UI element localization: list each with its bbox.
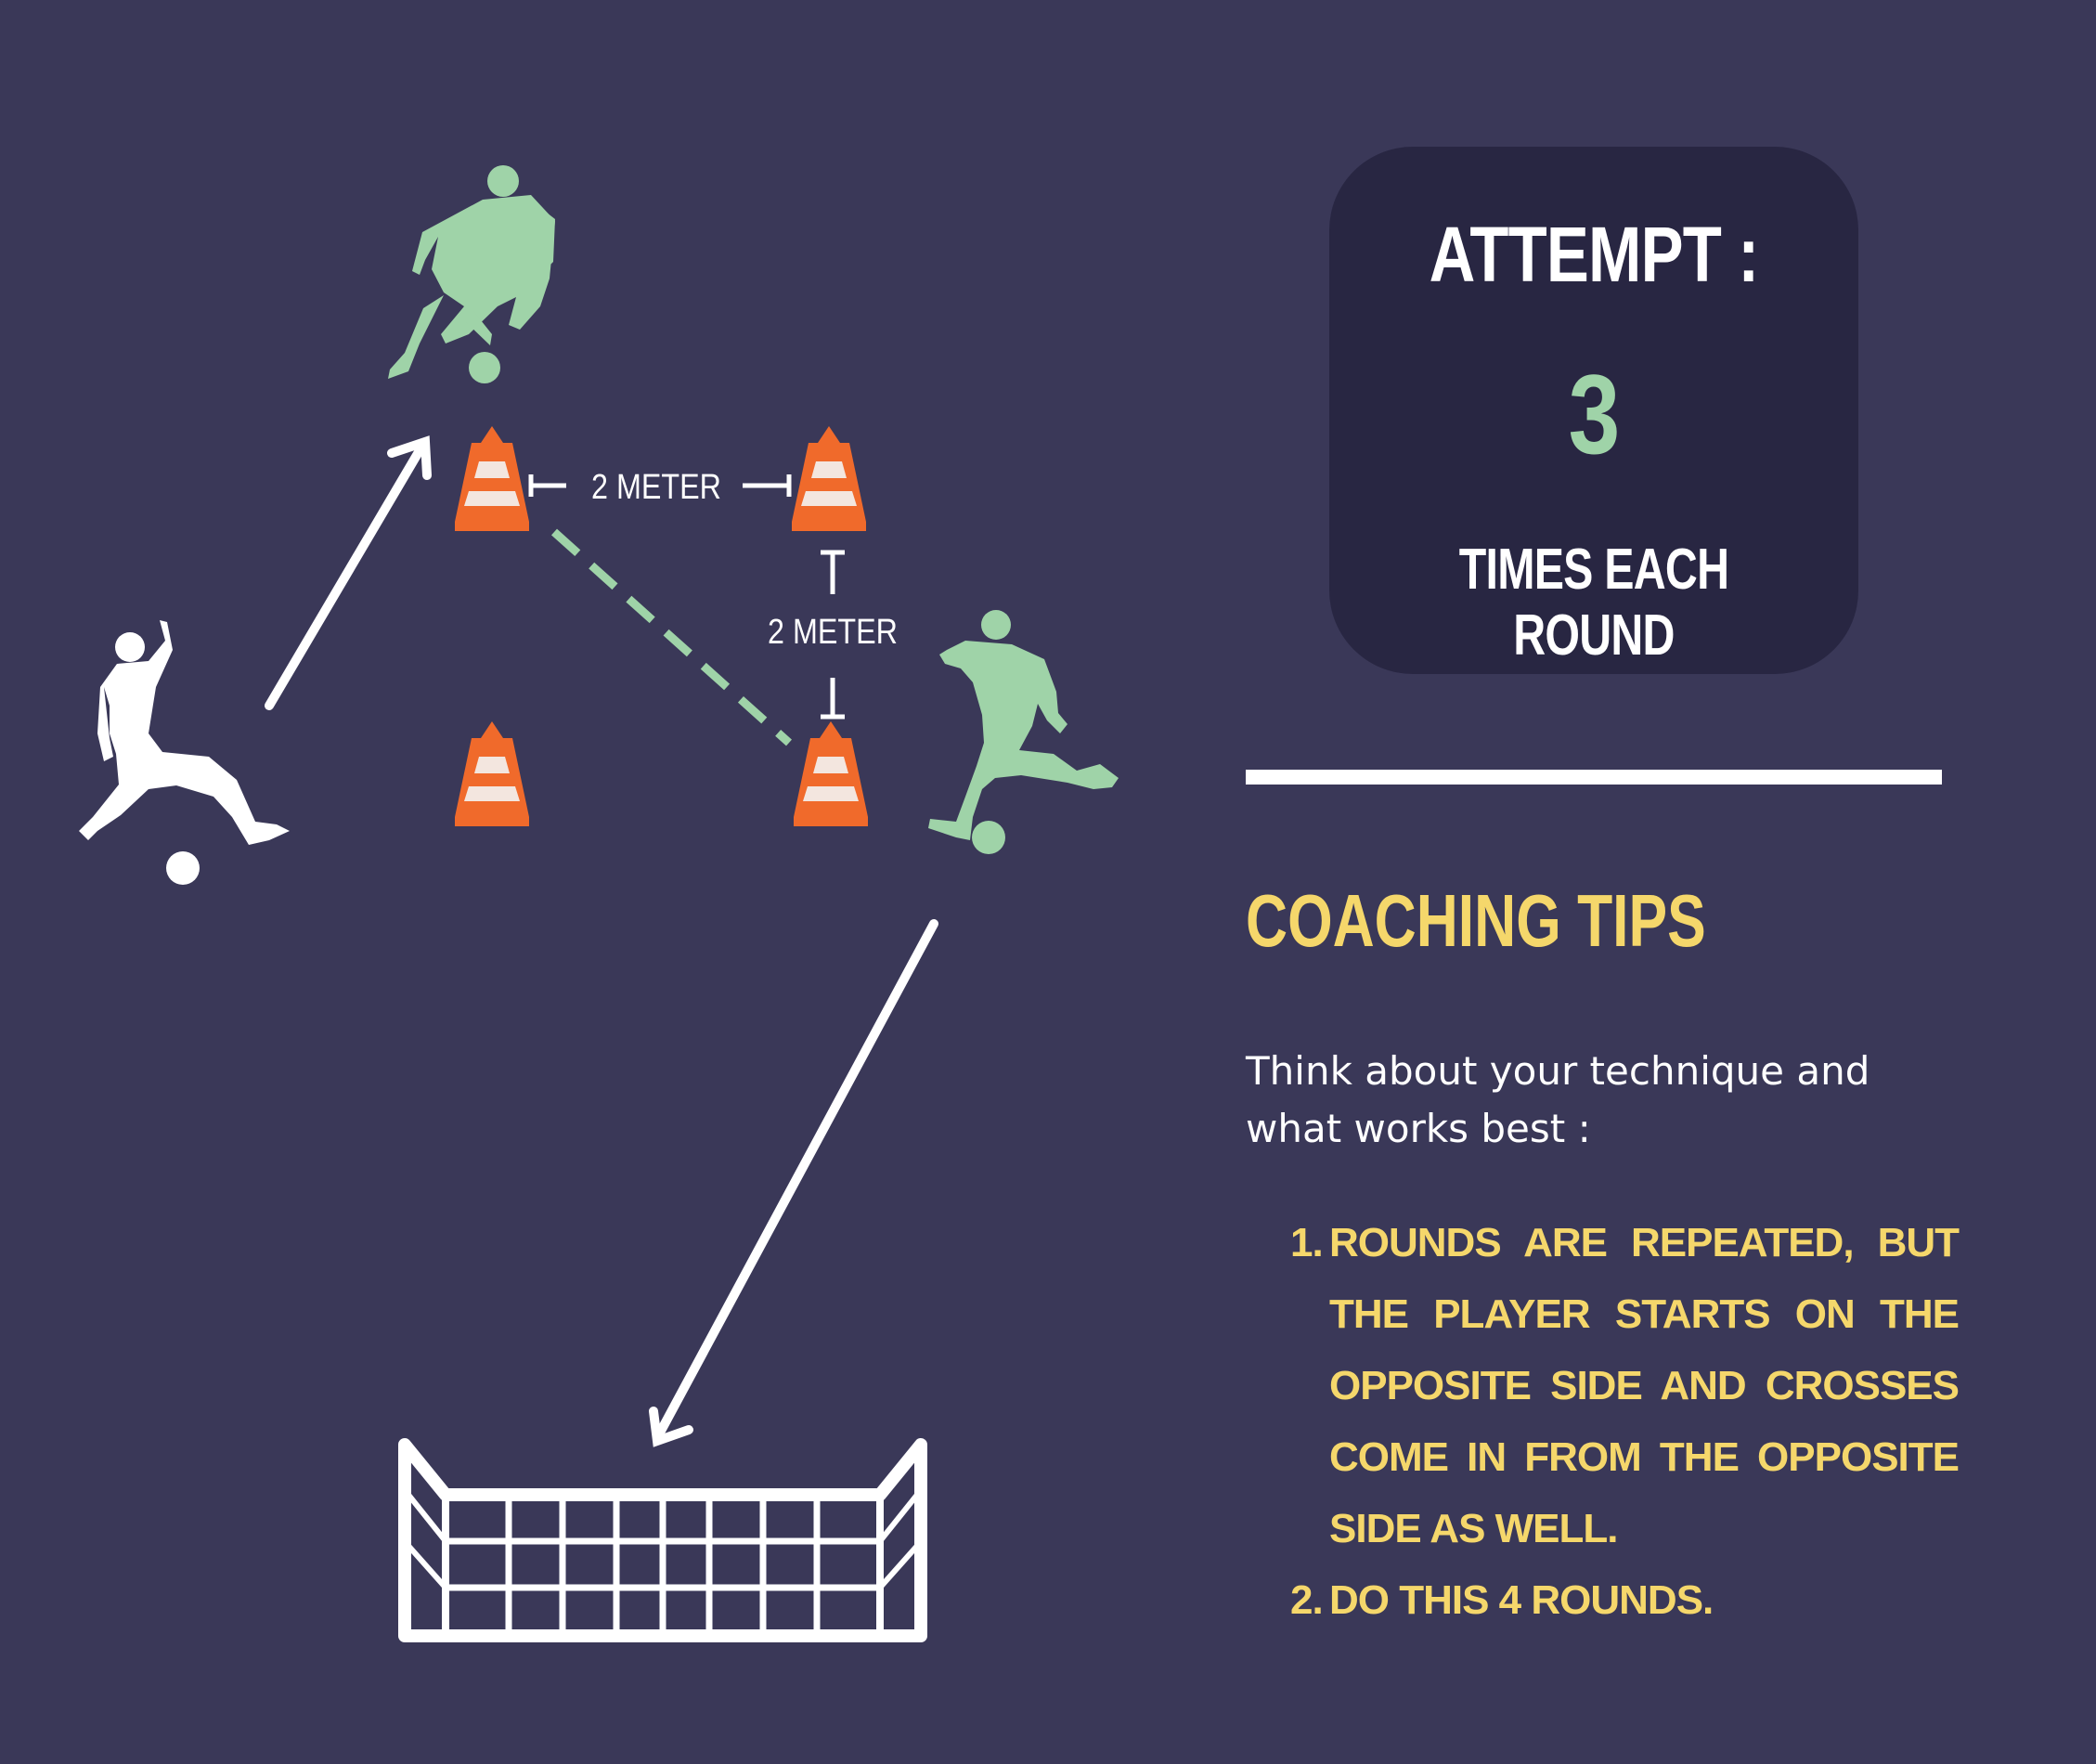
arrow-up-icon bbox=[265, 435, 432, 710]
ball-left-icon bbox=[166, 851, 200, 885]
attempt-count: 3 bbox=[1568, 351, 1621, 477]
coaching-tips-title: COACHING TIPS bbox=[1246, 879, 1706, 962]
pass-dashed-line bbox=[550, 528, 793, 746]
coaching-tip-item: 2. DO THIS 4 ROUNDS. bbox=[1290, 1564, 1959, 1636]
ball-top-icon bbox=[469, 352, 500, 383]
player-right-icon bbox=[928, 610, 1119, 840]
cone-bottom-right-icon bbox=[794, 721, 868, 826]
tip-number: 1. bbox=[1290, 1220, 1324, 1265]
attempt-title: ATTEMPT : bbox=[1429, 211, 1760, 298]
tip-text: DO THIS 4 ROUNDS. bbox=[1329, 1577, 1714, 1623]
distance-marker-vertical bbox=[821, 550, 845, 720]
cone-top-left-icon bbox=[455, 426, 529, 531]
tip-text: ROUNDS ARE REPEATED, BUT THE PLAYER STAR… bbox=[1329, 1220, 1960, 1551]
section-divider bbox=[1246, 770, 1942, 785]
cone-top-right-icon bbox=[792, 426, 866, 531]
distance-label-horizontal: 2 METER bbox=[591, 468, 721, 507]
player-top-icon bbox=[388, 165, 555, 379]
arrow-down-icon bbox=[649, 919, 938, 1447]
cone-bottom-left-icon bbox=[455, 721, 529, 826]
attempt-subtitle: TIMES EACH ROUND bbox=[1458, 538, 1729, 668]
goal-net-icon bbox=[398, 1438, 927, 1642]
distance-marker-horizontal bbox=[528, 474, 792, 497]
coaching-tips-list: 1. ROUNDS ARE REPEATED, BUT THE PLAYER S… bbox=[1290, 1207, 1960, 1636]
coaching-tips-intro: Think about your technique and what work… bbox=[1246, 1048, 1870, 1151]
player-left-icon bbox=[79, 620, 290, 845]
attempt-card: ATTEMPT : 3 TIMES EACH ROUND bbox=[1329, 147, 1858, 674]
tip-number: 2. bbox=[1290, 1577, 1324, 1623]
ball-right-icon bbox=[972, 821, 1005, 854]
coaching-tip-item: 1. ROUNDS ARE REPEATED, BUT THE PLAYER S… bbox=[1290, 1207, 1960, 1564]
distance-label-vertical: 2 METER bbox=[768, 613, 898, 652]
